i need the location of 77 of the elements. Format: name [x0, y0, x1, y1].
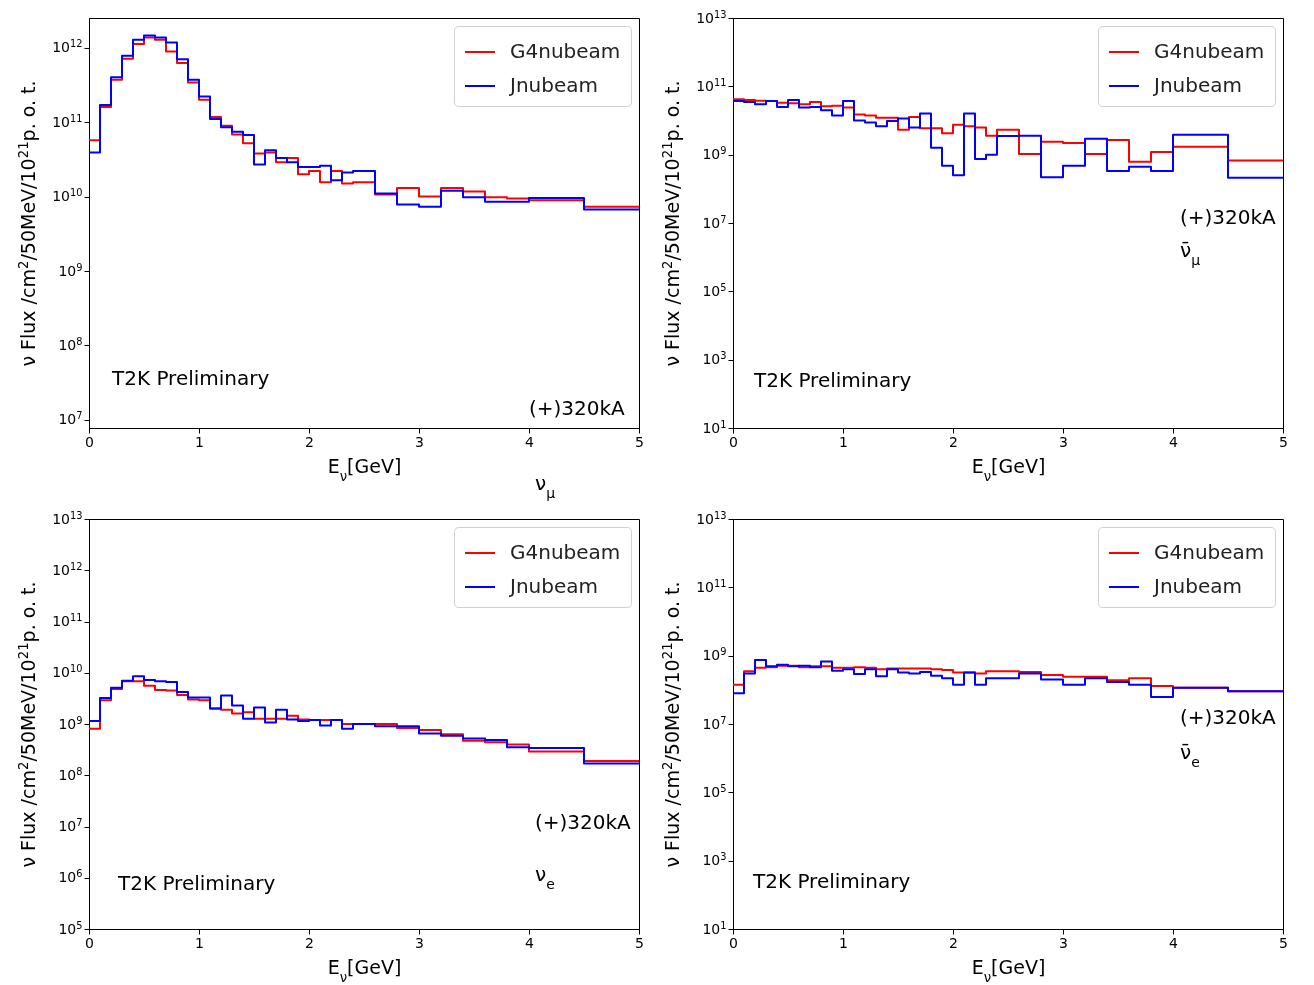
- x-tick-label: 2: [949, 934, 958, 951]
- annotation: T2K Preliminary: [111, 366, 270, 390]
- x-tick-label: 4: [525, 433, 535, 450]
- y-tick-label: 10$^{12}$: [52, 560, 83, 578]
- x-tick-label: 0: [729, 934, 738, 951]
- annotation: (+)320kA: [529, 396, 626, 420]
- y-tick-label: 10$^{9}$: [702, 144, 727, 163]
- x-tick-label: 3: [415, 934, 424, 951]
- x-axis-title: E$_{ν}$[GeV]: [971, 955, 1046, 984]
- y-tick-label: 10$^{11}$: [696, 577, 727, 595]
- y-tick-label: 10$^{7}$: [58, 409, 83, 428]
- y-tick-label: 10$^{1}$: [702, 418, 727, 436]
- y-tick-label: 10$^{13}$: [52, 509, 83, 527]
- y-tick-label: 10$^{13}$: [696, 8, 727, 26]
- y-tick-label: 10$^{7}$: [702, 213, 727, 231]
- annotation: T2K Preliminary: [752, 869, 911, 893]
- legend-label: Jnubeam: [1152, 574, 1242, 598]
- y-tick-label: 10$^{8}$: [58, 335, 83, 353]
- y-tick-label: 10$^{9}$: [58, 714, 83, 732]
- legend-label: G4nubeam: [1154, 540, 1265, 564]
- annotation: T2K Preliminary: [753, 368, 912, 392]
- x-tick-label: 5: [635, 433, 644, 450]
- x-tick-label: 3: [1059, 934, 1068, 951]
- x-tick-label: 2: [949, 433, 958, 450]
- x-tick-label: 2: [305, 934, 314, 951]
- y-tick-label: 10$^{13}$: [696, 509, 727, 527]
- annotation: (+)320kA: [1180, 205, 1277, 229]
- annotation: ν̄$_{μ}$: [1180, 238, 1201, 268]
- y-tick-label: 10$^{5}$: [702, 281, 727, 299]
- x-tick-label: 4: [1169, 433, 1179, 450]
- x-tick-label: 5: [1279, 934, 1288, 951]
- x-tick-label: 1: [839, 433, 848, 450]
- x-axis-title: E$_{ν}$[GeV]: [327, 955, 402, 984]
- y-tick-label: 10$^{7}$: [58, 816, 83, 834]
- x-tick-label: 0: [85, 433, 94, 450]
- x-tick-label: 2: [305, 433, 314, 450]
- x-tick-label: 4: [525, 934, 535, 951]
- legend-label: Jnubeam: [1152, 73, 1242, 97]
- y-tick-label: 10$^{5}$: [58, 919, 83, 937]
- annotation: ν̄$_{e}$: [1180, 740, 1200, 770]
- x-axis-title: E$_{ν}$[GeV]: [971, 454, 1046, 483]
- y-tick-label: 10$^{5}$: [702, 782, 727, 800]
- y-tick-label: 10$^{7}$: [702, 714, 727, 732]
- x-tick-label: 1: [195, 934, 204, 951]
- legend-label: Jnubeam: [508, 73, 598, 97]
- y-tick-label: 10$^{9}$: [58, 261, 83, 279]
- legend-label: G4nubeam: [510, 540, 621, 564]
- y-tick-label: 10$^{11}$: [52, 112, 83, 130]
- y-tick-label: 10$^{1}$: [702, 919, 727, 937]
- x-tick-label: 3: [415, 433, 424, 450]
- x-tick-label: 1: [195, 433, 204, 450]
- y-tick-label: 10$^{3}$: [702, 349, 727, 368]
- annotation: T2K Preliminary: [117, 871, 276, 895]
- x-tick-label: 5: [1279, 433, 1288, 450]
- x-axis-title: E$_{ν}$[GeV]: [327, 454, 402, 483]
- x-tick-label: 5: [635, 934, 644, 951]
- x-tick-label: 4: [1169, 934, 1179, 951]
- legend-label: Jnubeam: [508, 574, 598, 598]
- x-tick-label: 0: [85, 934, 94, 951]
- y-tick-label: 10$^{6}$: [58, 867, 83, 886]
- y-tick-label: 10$^{10}$: [52, 186, 83, 205]
- y-tick-label: 10$^{9}$: [702, 645, 727, 664]
- annotation: (+)320kA: [1180, 705, 1277, 729]
- x-tick-label: 1: [839, 934, 848, 951]
- y-tick-label: 10$^{3}$: [702, 850, 727, 869]
- y-tick-label: 10$^{11}$: [696, 76, 727, 94]
- legend-label: G4nubeam: [1154, 39, 1265, 63]
- legend-label: G4nubeam: [510, 39, 621, 63]
- text: ν$_{μ}$: [535, 471, 556, 501]
- x-tick-label: 0: [729, 433, 738, 450]
- annotation: (+)320kA: [535, 810, 632, 834]
- y-tick-label: 10$^{10}$: [52, 662, 83, 681]
- y-tick-label: 10$^{8}$: [58, 765, 83, 783]
- y-tick-label: 10$^{12}$: [52, 37, 83, 56]
- annotation: ν$_{e}$: [535, 862, 555, 892]
- y-tick-label: 10$^{11}$: [52, 611, 83, 629]
- x-tick-label: 3: [1059, 433, 1068, 450]
